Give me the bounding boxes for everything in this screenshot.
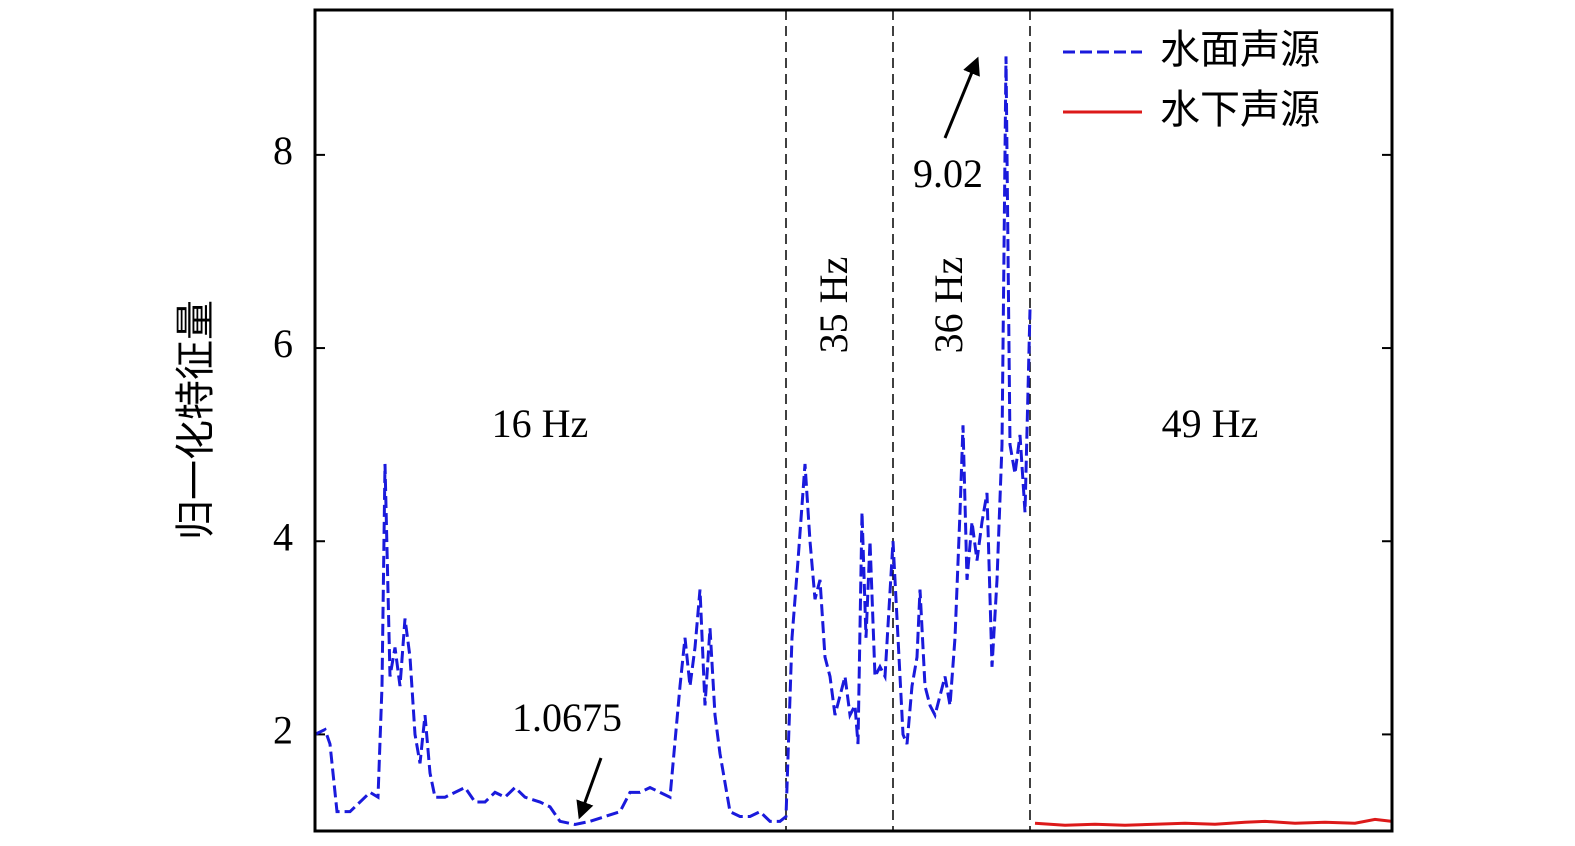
annotation: 1.0675 bbox=[512, 695, 622, 740]
annotation: 16 Hz bbox=[492, 401, 589, 446]
line-series bbox=[314, 56, 1032, 827]
annotation: 49 Hz bbox=[1162, 401, 1259, 446]
y-axis-label: 归一化特征量 bbox=[173, 300, 218, 540]
arrow bbox=[943, 56, 980, 139]
y-tick-label: 6 bbox=[273, 321, 293, 366]
annotation: 36 Hz bbox=[926, 257, 971, 354]
annotation: 9.02 bbox=[913, 151, 983, 196]
legend-label: 水下声源 bbox=[1160, 87, 1320, 133]
y-tick-label: 4 bbox=[273, 514, 293, 559]
arrow bbox=[576, 757, 603, 820]
plot-frame bbox=[313, 8, 1394, 833]
legend-label: 水面声源 bbox=[1160, 27, 1320, 73]
line-series bbox=[1034, 817, 1393, 827]
y-tick-label: 2 bbox=[273, 708, 293, 753]
annotation: 35 Hz bbox=[811, 257, 856, 354]
y-tick-label: 8 bbox=[273, 128, 293, 173]
